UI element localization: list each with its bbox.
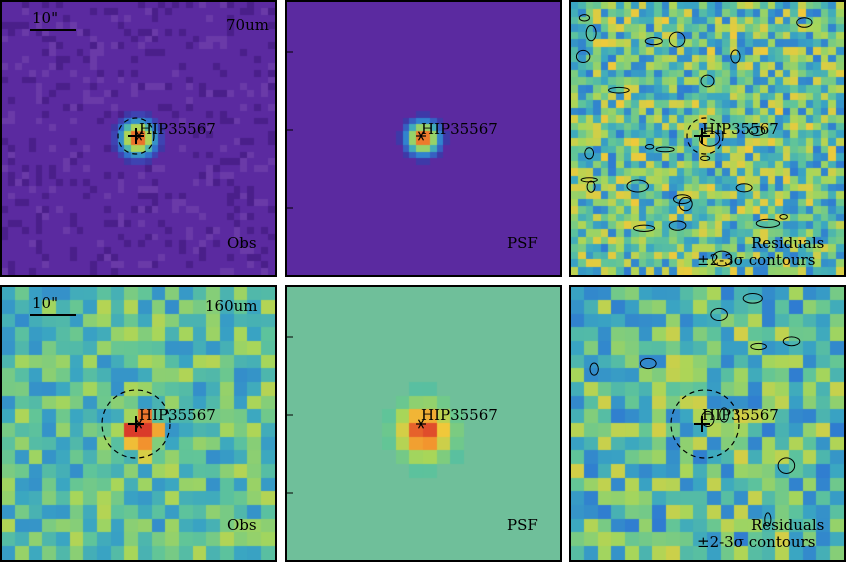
- residual-contour: [748, 125, 766, 136]
- star-marker: [135, 419, 143, 429]
- residual-contour: [796, 17, 813, 28]
- target-label: HIP35567: [421, 120, 498, 138]
- scale-bar: [30, 314, 76, 316]
- scale-label: 10": [32, 294, 58, 312]
- residual-contour: [700, 410, 715, 428]
- aperture-circle: [670, 389, 740, 459]
- 70um-residuals-panel: HIP35567 Residuals ±2-3σ contours: [569, 0, 846, 277]
- scale-label: 10": [32, 9, 58, 27]
- residual-contour: [742, 293, 763, 304]
- residual-contour: [626, 179, 649, 193]
- 70um-psf-overlay: [287, 51, 426, 209]
- contours-label: ±2-3σ contours: [697, 533, 816, 551]
- residual-contour: [586, 180, 596, 193]
- residual-contour: [700, 74, 715, 88]
- residual-contour: [644, 37, 663, 46]
- residual-contour: [782, 336, 801, 347]
- residual-contour: [730, 49, 741, 64]
- residual-contour: [644, 144, 655, 150]
- residual-contour: [719, 407, 730, 423]
- 70um-observed-panel: 10" 70um HIP35567 Obs: [0, 0, 277, 277]
- target-label: HIP35567: [421, 406, 498, 424]
- residual-contour: [678, 196, 693, 212]
- residual-contour: [735, 183, 753, 193]
- residual-contour: [700, 155, 711, 161]
- residual-contour: [712, 250, 733, 267]
- residual-contour: [668, 31, 686, 48]
- residual-contour: [578, 14, 591, 22]
- star-marker: [417, 419, 425, 429]
- residual-contour: [710, 307, 728, 322]
- 160um-psf-panel: HIP35567 PSF: [285, 285, 562, 562]
- residual-contour: [699, 130, 721, 147]
- star-marker: [417, 131, 425, 141]
- 70um-observed-overlay: [117, 117, 155, 155]
- residual-contour: [632, 224, 656, 232]
- psf-label: PSF: [507, 516, 538, 534]
- residual-contour: [585, 24, 597, 42]
- target-label: HIP35567: [139, 120, 216, 138]
- residual-contour: [779, 213, 788, 220]
- 70um-observed-image: [2, 2, 275, 275]
- residual-contour: [755, 218, 781, 228]
- 70um-residual-image: [571, 2, 844, 275]
- star-marker: [135, 131, 143, 141]
- scale-bar: [30, 29, 76, 31]
- residual-contour: [608, 86, 630, 94]
- 70um-psf-image: [287, 2, 560, 275]
- obs-label: Obs: [227, 516, 257, 534]
- aperture-circle: [686, 117, 724, 155]
- contours-label: ±2-3σ contours: [697, 251, 816, 269]
- 160um-observed-overlay: [101, 389, 171, 459]
- target-label: HIP35567: [702, 120, 779, 138]
- obs-label: Obs: [227, 234, 257, 252]
- residuals-label: Residuals: [751, 516, 825, 534]
- residual-contour: [672, 194, 692, 205]
- 160um-residuals-panel: HIP35567 Residuals ±2-3σ contours: [569, 285, 846, 562]
- 70um-psf-panel: HIP35567 PSF: [285, 0, 562, 277]
- 160um-observed-panel: 10" 160um HIP35567 Obs: [0, 285, 277, 562]
- 160um-psf-overlay: [287, 336, 426, 494]
- psf-label: PSF: [507, 234, 538, 252]
- residual-contour: [764, 512, 772, 527]
- target-label: HIP35567: [139, 406, 216, 424]
- residual-contour: [575, 49, 591, 63]
- residual-contour: [584, 147, 595, 160]
- aperture-circle: [101, 389, 171, 459]
- band-label: 160um: [205, 297, 258, 315]
- target-label: HIP35567: [702, 406, 779, 424]
- residual-contour: [655, 146, 675, 153]
- band-label: 70um: [226, 16, 269, 34]
- residual-contour: [668, 220, 687, 231]
- residual-contour: [639, 357, 657, 370]
- aperture-circle: [117, 117, 155, 155]
- residual-contour: [750, 342, 767, 351]
- residual-contour: [589, 362, 599, 376]
- residuals-label: Residuals: [751, 234, 825, 252]
- residual-contour: [777, 457, 796, 474]
- 160um-residual-overlay: [589, 293, 801, 527]
- 70um-residual-overlay: [575, 14, 813, 267]
